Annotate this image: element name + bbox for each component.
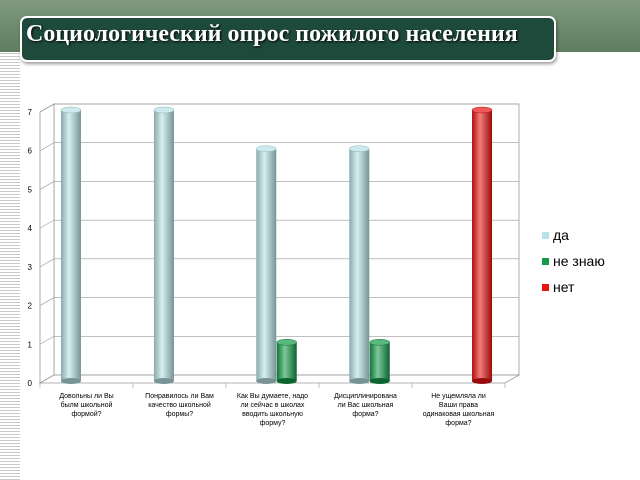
legend-swatch — [542, 232, 549, 239]
bar-base — [256, 378, 277, 384]
y-tick-label: 6 — [28, 147, 33, 156]
legend-swatch — [542, 284, 549, 291]
bar — [349, 145, 370, 384]
y-tick-label: 4 — [28, 224, 33, 233]
bar-body — [472, 110, 493, 381]
gridline — [39, 142, 519, 151]
bar-body — [153, 110, 174, 381]
bar — [256, 145, 277, 384]
chart-back-wall — [53, 103, 520, 376]
bar-body — [369, 342, 390, 381]
x-tick-label: Не ущемляла ли Ваши права одинаковая школь… — [423, 393, 495, 427]
x-tick-label: Как Вы думаете, надо ли сейчас в школах вв… — [237, 393, 308, 427]
x-tick-label: Довольны ли Вы былм школьной формой? — [59, 393, 113, 418]
y-tick-label: 2 — [28, 302, 33, 311]
x-tick-label: Понравилось ли Вам качество школьной формы… — [145, 393, 214, 418]
bar-top — [369, 339, 390, 346]
bar-top — [256, 145, 277, 152]
gridline — [39, 103, 519, 113]
x-tick-label: Дисциплинирована ли Вас школьная форма? — [334, 393, 397, 418]
legend-label: не знаю — [553, 253, 605, 269]
bar-body — [256, 148, 277, 381]
bar-body — [60, 110, 81, 381]
bar — [276, 339, 297, 384]
y-tick-label: 7 — [28, 108, 33, 117]
slide-left-stripe — [0, 52, 20, 480]
bar-body — [349, 148, 370, 381]
legend-swatch — [542, 258, 549, 265]
bar-top — [349, 145, 370, 152]
bar-top — [153, 106, 175, 114]
y-tick-label: 1 — [28, 340, 33, 349]
bar-base — [276, 378, 297, 384]
legend-label: да — [553, 227, 569, 243]
slide-title-box: Социологический опрос пожилого населения — [20, 16, 556, 62]
y-tick-label: 5 — [28, 185, 33, 194]
bar-base — [472, 378, 493, 384]
bar-base — [60, 378, 81, 384]
bar — [369, 339, 390, 384]
bar — [153, 106, 175, 384]
bar-body — [276, 342, 297, 381]
bar-base — [369, 378, 390, 384]
bar — [471, 106, 493, 384]
bar-base — [153, 378, 174, 384]
bar-top — [471, 106, 493, 114]
bar-base — [349, 378, 370, 384]
y-tick-label: 3 — [28, 263, 33, 272]
bar-top — [60, 106, 82, 114]
y-tick-label: 0 — [28, 379, 33, 388]
bar — [60, 106, 82, 384]
bar-top — [276, 339, 297, 346]
legend-label: нет — [553, 279, 575, 295]
chart-side-wall — [39, 103, 55, 384]
page-title: Социологический опрос пожилого населения — [26, 21, 518, 47]
